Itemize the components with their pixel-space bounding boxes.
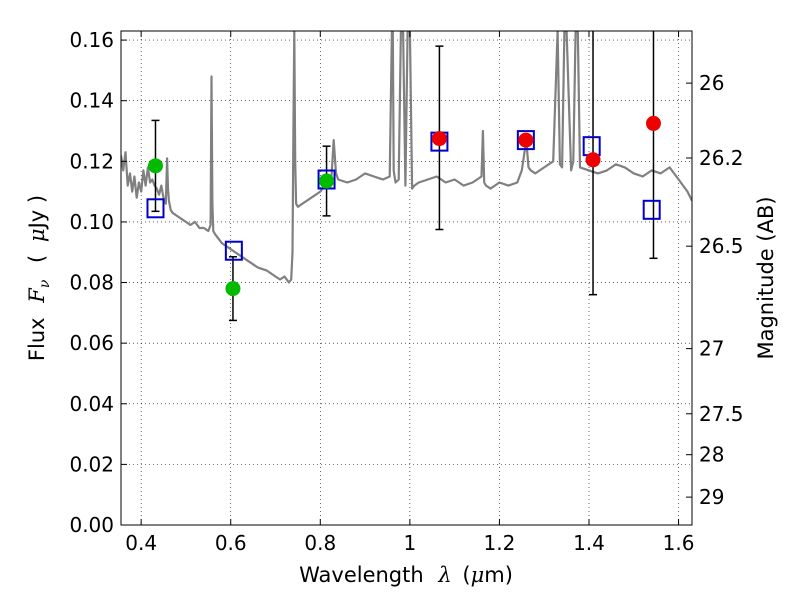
observed-point [319,173,335,189]
y-tick-label: 0.00 [69,513,114,537]
model-point [146,198,165,219]
y-tick-label: 0.14 [69,89,114,113]
y-tick-label: 0.08 [69,271,114,295]
y2-tick-label: 28 [699,443,724,467]
y2-axis-label: Magnitude (AB) [754,196,778,359]
model-points-layer [146,130,661,261]
y-axis-label: Flux Fν ( μJy ) [25,195,54,361]
observed-point [645,115,661,131]
observed-point [518,132,534,148]
model-point [224,240,243,261]
x-tick-label: 1.4 [573,531,605,555]
y-axis-label-subscript: ν [37,279,53,288]
observed-points-layer [147,115,661,297]
y-axis-label-unit-mu: μ [25,228,49,242]
x-tick-label: 1 [403,531,416,555]
y-tick-label: 0.06 [69,331,114,355]
y-tick-label: 0.02 [69,452,114,476]
y-axis-label-prefix: Flux [25,317,49,361]
x-axis-label-unit-open: ( [462,563,470,587]
x-axis-label-unit-rest: m) [484,563,513,587]
x-tick-label: 1.6 [663,531,695,555]
y2-tick-label: 27 [699,337,724,361]
spectrum-line [121,31,692,284]
spectrum-layer [121,31,692,284]
y-tick-label: 0.04 [69,392,114,416]
model-point [642,199,661,220]
y2-tick-label: 29 [699,485,724,509]
x-axis-label-prefix: Wavelength [299,563,424,587]
observed-point [431,131,447,147]
plot-frame [120,30,693,526]
axis-ticks: 0.4 0.6 0.8 1 1.2 1.4 1.6 0.00 0.02 0.04 0.06 0.08 0… [69,28,743,555]
observed-point [147,158,163,174]
y2-tick-label: 26.2 [699,146,744,170]
y-tick-label: 0.12 [69,149,114,173]
y-axis-label-unit-open: ( [25,255,49,263]
x-axis-label-symbol: λ [437,563,451,587]
observed-point [225,281,241,297]
x-axis-label-unit-mu: μ [471,563,485,587]
observed-point [585,152,601,168]
x-tick-label: 0.6 [215,531,247,555]
x-axis-label: Wavelength λ (μm) [299,563,513,587]
y-tick-label: 0.10 [69,210,114,234]
x-tick-label: 0.8 [304,531,336,555]
model-point [516,130,535,151]
y2-tick-label: 26.5 [699,234,744,258]
y2-tick-label: 26 [699,71,724,95]
y-axis-label-unit-rest: Jy ) [25,195,49,231]
y-tick-label: 0.16 [69,28,114,52]
x-tick-label: 0.4 [125,531,157,555]
y-axis-label-symbol: F [25,287,49,304]
x-tick-label: 1.2 [484,531,516,555]
y2-tick-label: 27.5 [699,402,744,426]
